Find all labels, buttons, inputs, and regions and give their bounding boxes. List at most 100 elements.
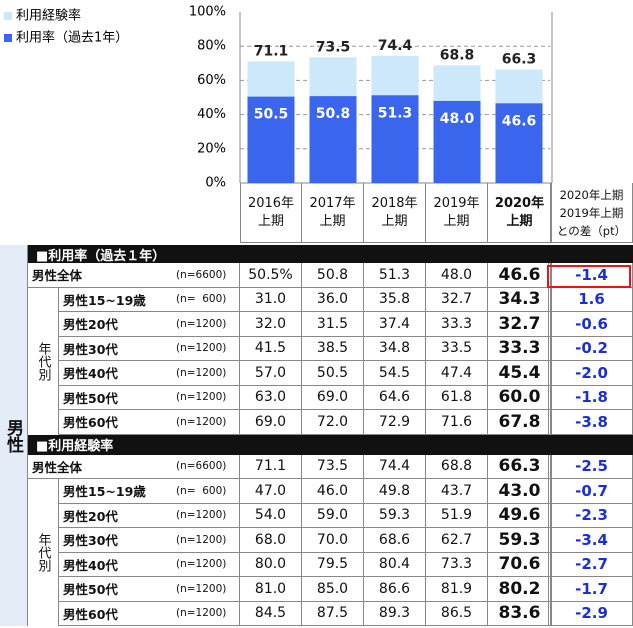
table-value: 51.3 xyxy=(364,263,426,288)
table-value: 59.3 xyxy=(488,528,552,553)
table-value: 80.0 xyxy=(240,552,302,577)
sample-size: (n=1200) xyxy=(170,385,240,410)
x-tick-label-line: 上期 xyxy=(257,213,284,229)
x-tick-label: 2016年 上期 xyxy=(240,183,302,243)
row-label: 男性20代 xyxy=(58,312,170,337)
table-value: 79.5 xyxy=(302,552,364,577)
row-label: 男性60代 xyxy=(58,410,170,435)
row-label: 男性全体 xyxy=(28,263,170,288)
table-value: 31.5 xyxy=(302,312,364,337)
table-value: 67.8 xyxy=(488,410,552,435)
sample-size: (n=1200) xyxy=(170,601,240,626)
diff-header-line: との差（pt） xyxy=(556,223,627,238)
table-value: 48.0 xyxy=(426,263,488,288)
table-value: 62.7 xyxy=(426,528,488,553)
y-tick-label: 100% xyxy=(189,5,226,20)
table-value: 73.3 xyxy=(426,552,488,577)
table-value: 47.0 xyxy=(240,479,302,504)
side-label: 男性 xyxy=(0,245,28,626)
table-value: 34.8 xyxy=(364,336,426,361)
table-value: 50.8 xyxy=(302,263,364,288)
table-value: 32.7 xyxy=(426,287,488,312)
table-value: 69.0 xyxy=(240,410,302,435)
table-value: 80.4 xyxy=(364,552,426,577)
table-value: 41.5 xyxy=(240,336,302,361)
row-label: 男性50代 xyxy=(58,577,170,602)
table-value: 43.0 xyxy=(488,479,552,504)
x-tick-label-line: 上期 xyxy=(381,213,408,229)
legend-label: 利用率（過去1年） xyxy=(16,30,128,46)
table-value: 68.6 xyxy=(364,528,426,553)
table-value: 69.0 xyxy=(302,385,364,410)
table-value: 66.3 xyxy=(488,454,552,479)
diff-value: -3.8 xyxy=(548,410,633,435)
diff-header-line: 2020年上期 xyxy=(559,187,624,202)
table-value: 68.0 xyxy=(240,528,302,553)
sample-size: (n=1200) xyxy=(170,503,240,528)
diff-value: -1.8 xyxy=(548,385,633,410)
x-tick-label: 2019年 上期 xyxy=(426,183,488,243)
value-label: 51.3 xyxy=(378,105,413,121)
table-value: 49.6 xyxy=(488,503,552,528)
diff-value: -3.4 xyxy=(548,528,633,553)
table-value: 59.0 xyxy=(302,503,364,528)
table-value: 33.3 xyxy=(426,312,488,337)
table-value: 47.4 xyxy=(426,361,488,386)
x-tick-label-line: 上期 xyxy=(319,213,346,229)
section-header: ■利用経験率 xyxy=(28,434,633,455)
diff-header-line: 2019年上期 xyxy=(559,205,624,220)
bar xyxy=(433,100,481,183)
value-label: 74.4 xyxy=(378,38,413,54)
table-value: 85.0 xyxy=(302,577,364,602)
x-tick-label-line: 上期 xyxy=(443,213,470,229)
table-value: 54.0 xyxy=(240,503,302,528)
diff-value: -0.7 xyxy=(548,479,633,504)
y-tick-label: 20% xyxy=(197,141,226,156)
table-value: 46.0 xyxy=(302,479,364,504)
sample-size: (n=1200) xyxy=(170,361,240,386)
row-label: 男性50代 xyxy=(58,385,170,410)
table-value: 68.8 xyxy=(426,454,488,479)
table-value: 59.3 xyxy=(364,503,426,528)
value-label: 46.6 xyxy=(502,113,537,129)
section-header: ■利用率（過去１年） xyxy=(28,245,633,264)
diff-value: -0.2 xyxy=(548,336,633,361)
table-value: 49.8 xyxy=(364,479,426,504)
x-tick-label-line: 2018年 xyxy=(371,195,418,211)
bar xyxy=(309,96,357,183)
table-value: 37.4 xyxy=(364,312,426,337)
x-tick-label: 2017年 上期 xyxy=(302,183,364,243)
sample-size: (n=1200) xyxy=(170,577,240,602)
table-value: 33.5 xyxy=(426,336,488,361)
value-label: 68.8 xyxy=(440,47,475,63)
value-label: 73.5 xyxy=(316,39,351,55)
value-label: 66.3 xyxy=(502,52,537,68)
table-value: 74.4 xyxy=(364,454,426,479)
value-label: 50.8 xyxy=(316,106,351,122)
row-label: 男性20代 xyxy=(58,503,170,528)
diff-value: -2.0 xyxy=(548,361,633,386)
table-value: 33.3 xyxy=(488,336,552,361)
table-value: 32.0 xyxy=(240,312,302,337)
table-value: 73.5 xyxy=(302,454,364,479)
diff-value: -2.5 xyxy=(548,454,633,479)
table-value: 80.2 xyxy=(488,577,552,602)
sample-size: (n=1200) xyxy=(170,552,240,577)
table-value: 50.5% xyxy=(240,263,302,288)
table-value: 57.0 xyxy=(240,361,302,386)
y-tick-label: 60% xyxy=(197,73,226,88)
sample-size: (n= 600) xyxy=(170,287,240,312)
legend-label: 利用経験率 xyxy=(16,8,81,24)
table-value: 61.8 xyxy=(426,385,488,410)
sample-size: (n=6600) xyxy=(170,263,240,288)
sample-size: (n=1200) xyxy=(170,410,240,435)
table-value: 45.4 xyxy=(488,361,552,386)
row-label: 男性40代 xyxy=(58,552,170,577)
x-tick-label-line: 上期 xyxy=(506,213,533,229)
table-value: 50.5 xyxy=(302,361,364,386)
x-tick-label: 2018年上期 xyxy=(364,183,426,243)
table-value: 86.5 xyxy=(426,601,488,626)
y-tick-label: 40% xyxy=(197,107,226,122)
table-value: 83.6 xyxy=(488,601,552,626)
